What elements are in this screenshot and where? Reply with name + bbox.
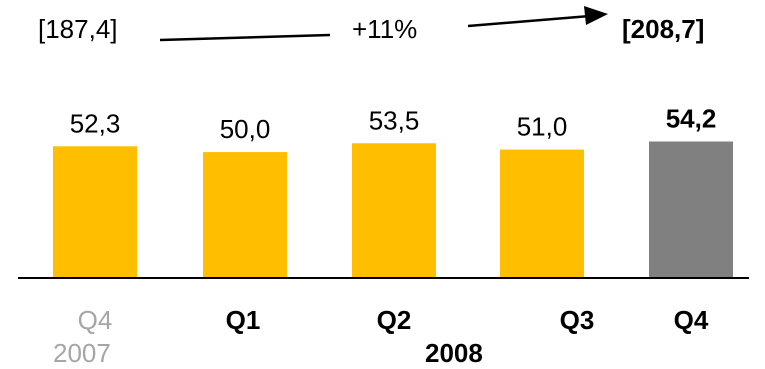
value-label-4: 54,2 (666, 104, 717, 134)
bar-1 (203, 152, 287, 278)
bar-2 (352, 143, 436, 278)
year-label-2008: 2008 (425, 338, 483, 368)
category-label-3: Q3 (560, 305, 595, 335)
annotation-arrow-line (467, 14, 591, 28)
value-label-3: 51,0 (517, 112, 568, 142)
category-label-0: Q4 (78, 305, 113, 335)
bars-group (53, 141, 733, 278)
category-labels-group: Q4 Q1 Q2 Q3 Q4 (78, 305, 709, 335)
value-label-0: 52,3 (70, 108, 121, 138)
bar-0 (53, 146, 137, 278)
bar-3 (500, 149, 584, 278)
category-label-1: Q1 (226, 305, 261, 335)
end-total-label: [208,7] (622, 14, 704, 44)
start-total-label: [187,4] (38, 14, 118, 44)
change-label: +11% (352, 14, 417, 44)
annotation-line-left (159, 33, 331, 42)
annotation-arrow-head (584, 6, 608, 25)
category-label-2: Q2 (377, 305, 412, 335)
value-label-1: 50,0 (220, 114, 271, 144)
year-label-2007: 2007 (53, 338, 111, 368)
value-label-2: 53,5 (369, 105, 420, 135)
category-label-4: Q4 (674, 305, 709, 335)
value-labels-group: 52,3 50,0 53,5 51,0 54,2 (70, 104, 717, 145)
bar-4 (649, 141, 733, 278)
